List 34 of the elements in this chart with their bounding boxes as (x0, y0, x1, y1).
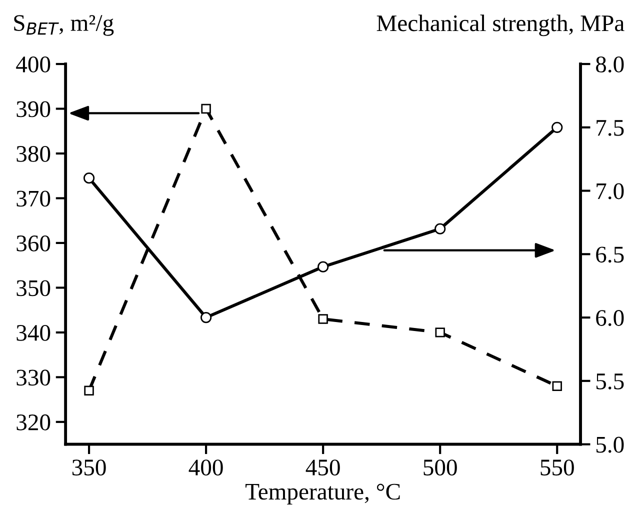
y2-tick-label: 5.0 (596, 436, 624, 453)
x-axis-title: Temperature, °C (246, 484, 400, 504)
point (435, 328, 445, 338)
y-tick-label: 320 (16, 414, 50, 430)
y-tick-label: 400 (16, 56, 50, 72)
y2-tick-label: 6.5 (596, 246, 624, 263)
point (200, 312, 212, 324)
point (318, 261, 329, 272)
y2-axis-title: Mechanical strength, MPa (376, 14, 624, 36)
y-tick-label: 360 (16, 235, 50, 252)
y-tick-label: 350 (16, 280, 50, 296)
y2-tick-label: 7.0 (596, 183, 624, 200)
y-tick-label: 340 (16, 324, 50, 341)
y-tick-label: 370 (16, 190, 50, 207)
y-tick-label: 390 (16, 101, 50, 118)
x-tick-label: 350 (72, 460, 106, 476)
point (434, 223, 446, 234)
point (318, 314, 328, 324)
x-tick-label: 550 (540, 460, 574, 476)
y2-tick-label: 5.5 (596, 374, 624, 390)
y2-tick-label: 6.0 (596, 310, 624, 326)
y-tick-label: 380 (16, 146, 50, 162)
x-tick-label: 450 (306, 460, 340, 476)
y-axis-title: S$_{BET}$, m²/g (14, 15, 114, 36)
point (552, 122, 563, 133)
point (83, 172, 95, 184)
point (84, 386, 94, 396)
point (201, 104, 211, 114)
y2-tick-label: 8.0 (596, 56, 624, 73)
x-tick-label: 500 (424, 460, 457, 476)
y2-tick-label: 7.5 (596, 120, 624, 136)
y-tick-label: 330 (16, 370, 50, 386)
x-tick-label: 400 (188, 460, 223, 476)
point (552, 381, 562, 391)
